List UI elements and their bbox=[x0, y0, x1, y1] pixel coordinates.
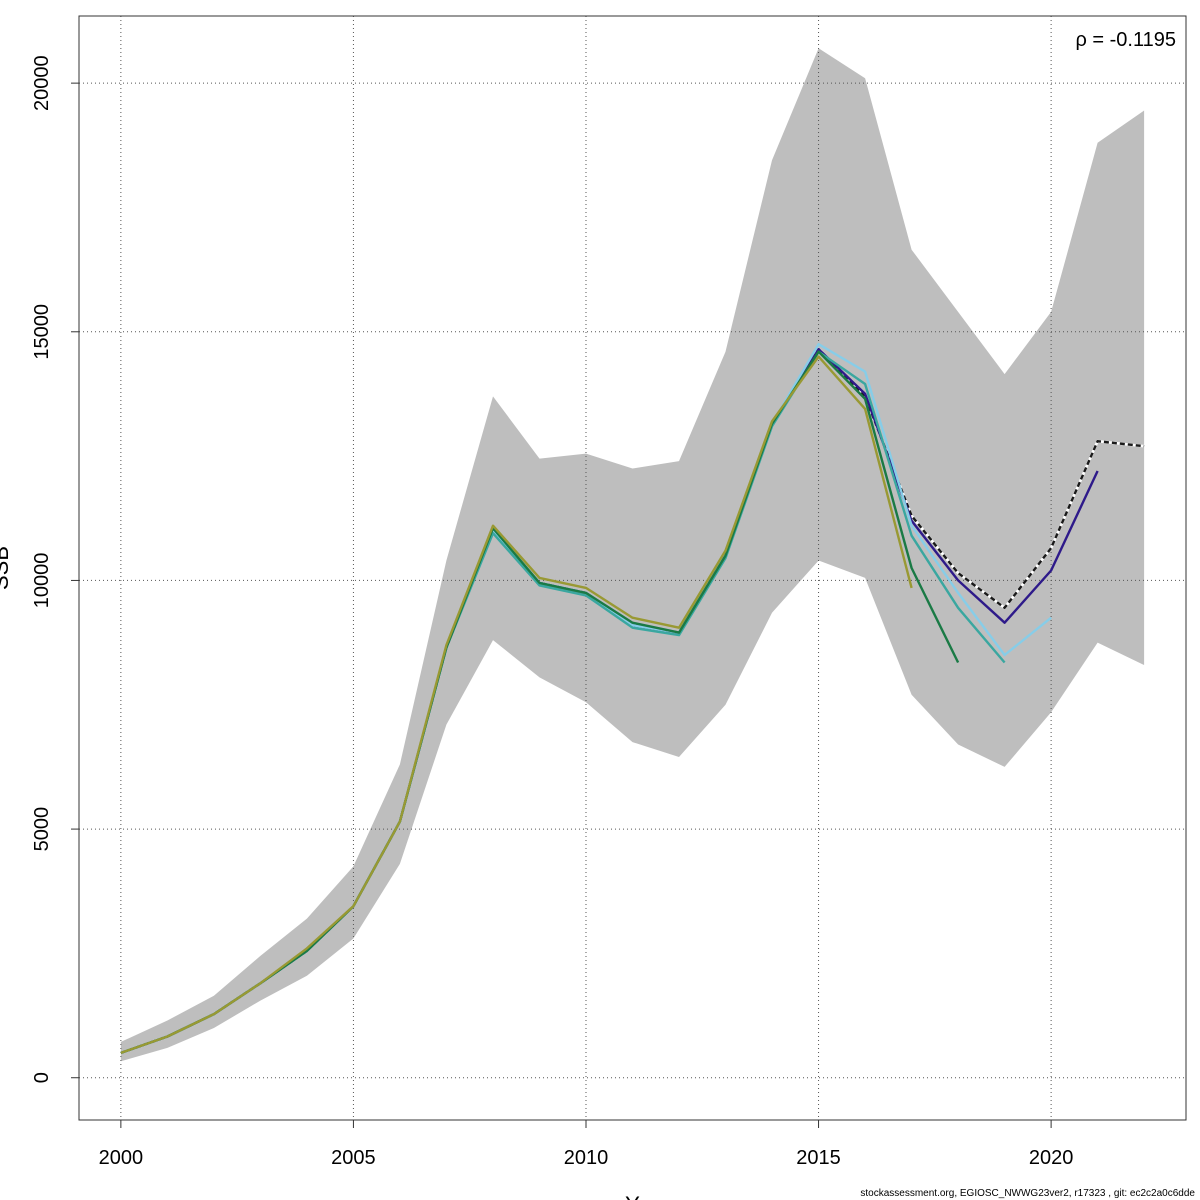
rho-annotation: ρ = -0.1195 bbox=[1075, 29, 1176, 51]
series-line-5 bbox=[120, 355, 913, 1055]
x-axis-title: Y bbox=[625, 1192, 640, 1200]
plot-frame bbox=[78, 15, 1187, 1121]
series-layer bbox=[120, 343, 1145, 1055]
y-tick-label: 15000 bbox=[31, 304, 53, 360]
x-tick-label: 2010 bbox=[564, 1147, 609, 1169]
x-tick-label: 2005 bbox=[331, 1147, 376, 1169]
y-tick-label: 20000 bbox=[31, 55, 53, 111]
axis-layer: 2000 2005 2010 2015 2020 0 5000 10000 15000 20000 bbox=[31, 55, 1073, 1169]
x-tick-label: 2000 bbox=[99, 1147, 144, 1169]
x-tick-label: 2015 bbox=[796, 1147, 841, 1169]
confidence-band-layer bbox=[120, 48, 1145, 1062]
x-tick-label: 2020 bbox=[1029, 1147, 1074, 1169]
y-axis-title: SSB bbox=[0, 546, 13, 590]
footer-credit: stockassessment.org, EGIOSC_NWWG23ver2, … bbox=[860, 1188, 1195, 1199]
y-tick-label: 5000 bbox=[31, 807, 53, 852]
y-tick-label: 0 bbox=[31, 1072, 53, 1083]
confidence-band bbox=[120, 48, 1145, 1062]
y-tick-label: 10000 bbox=[31, 553, 53, 609]
